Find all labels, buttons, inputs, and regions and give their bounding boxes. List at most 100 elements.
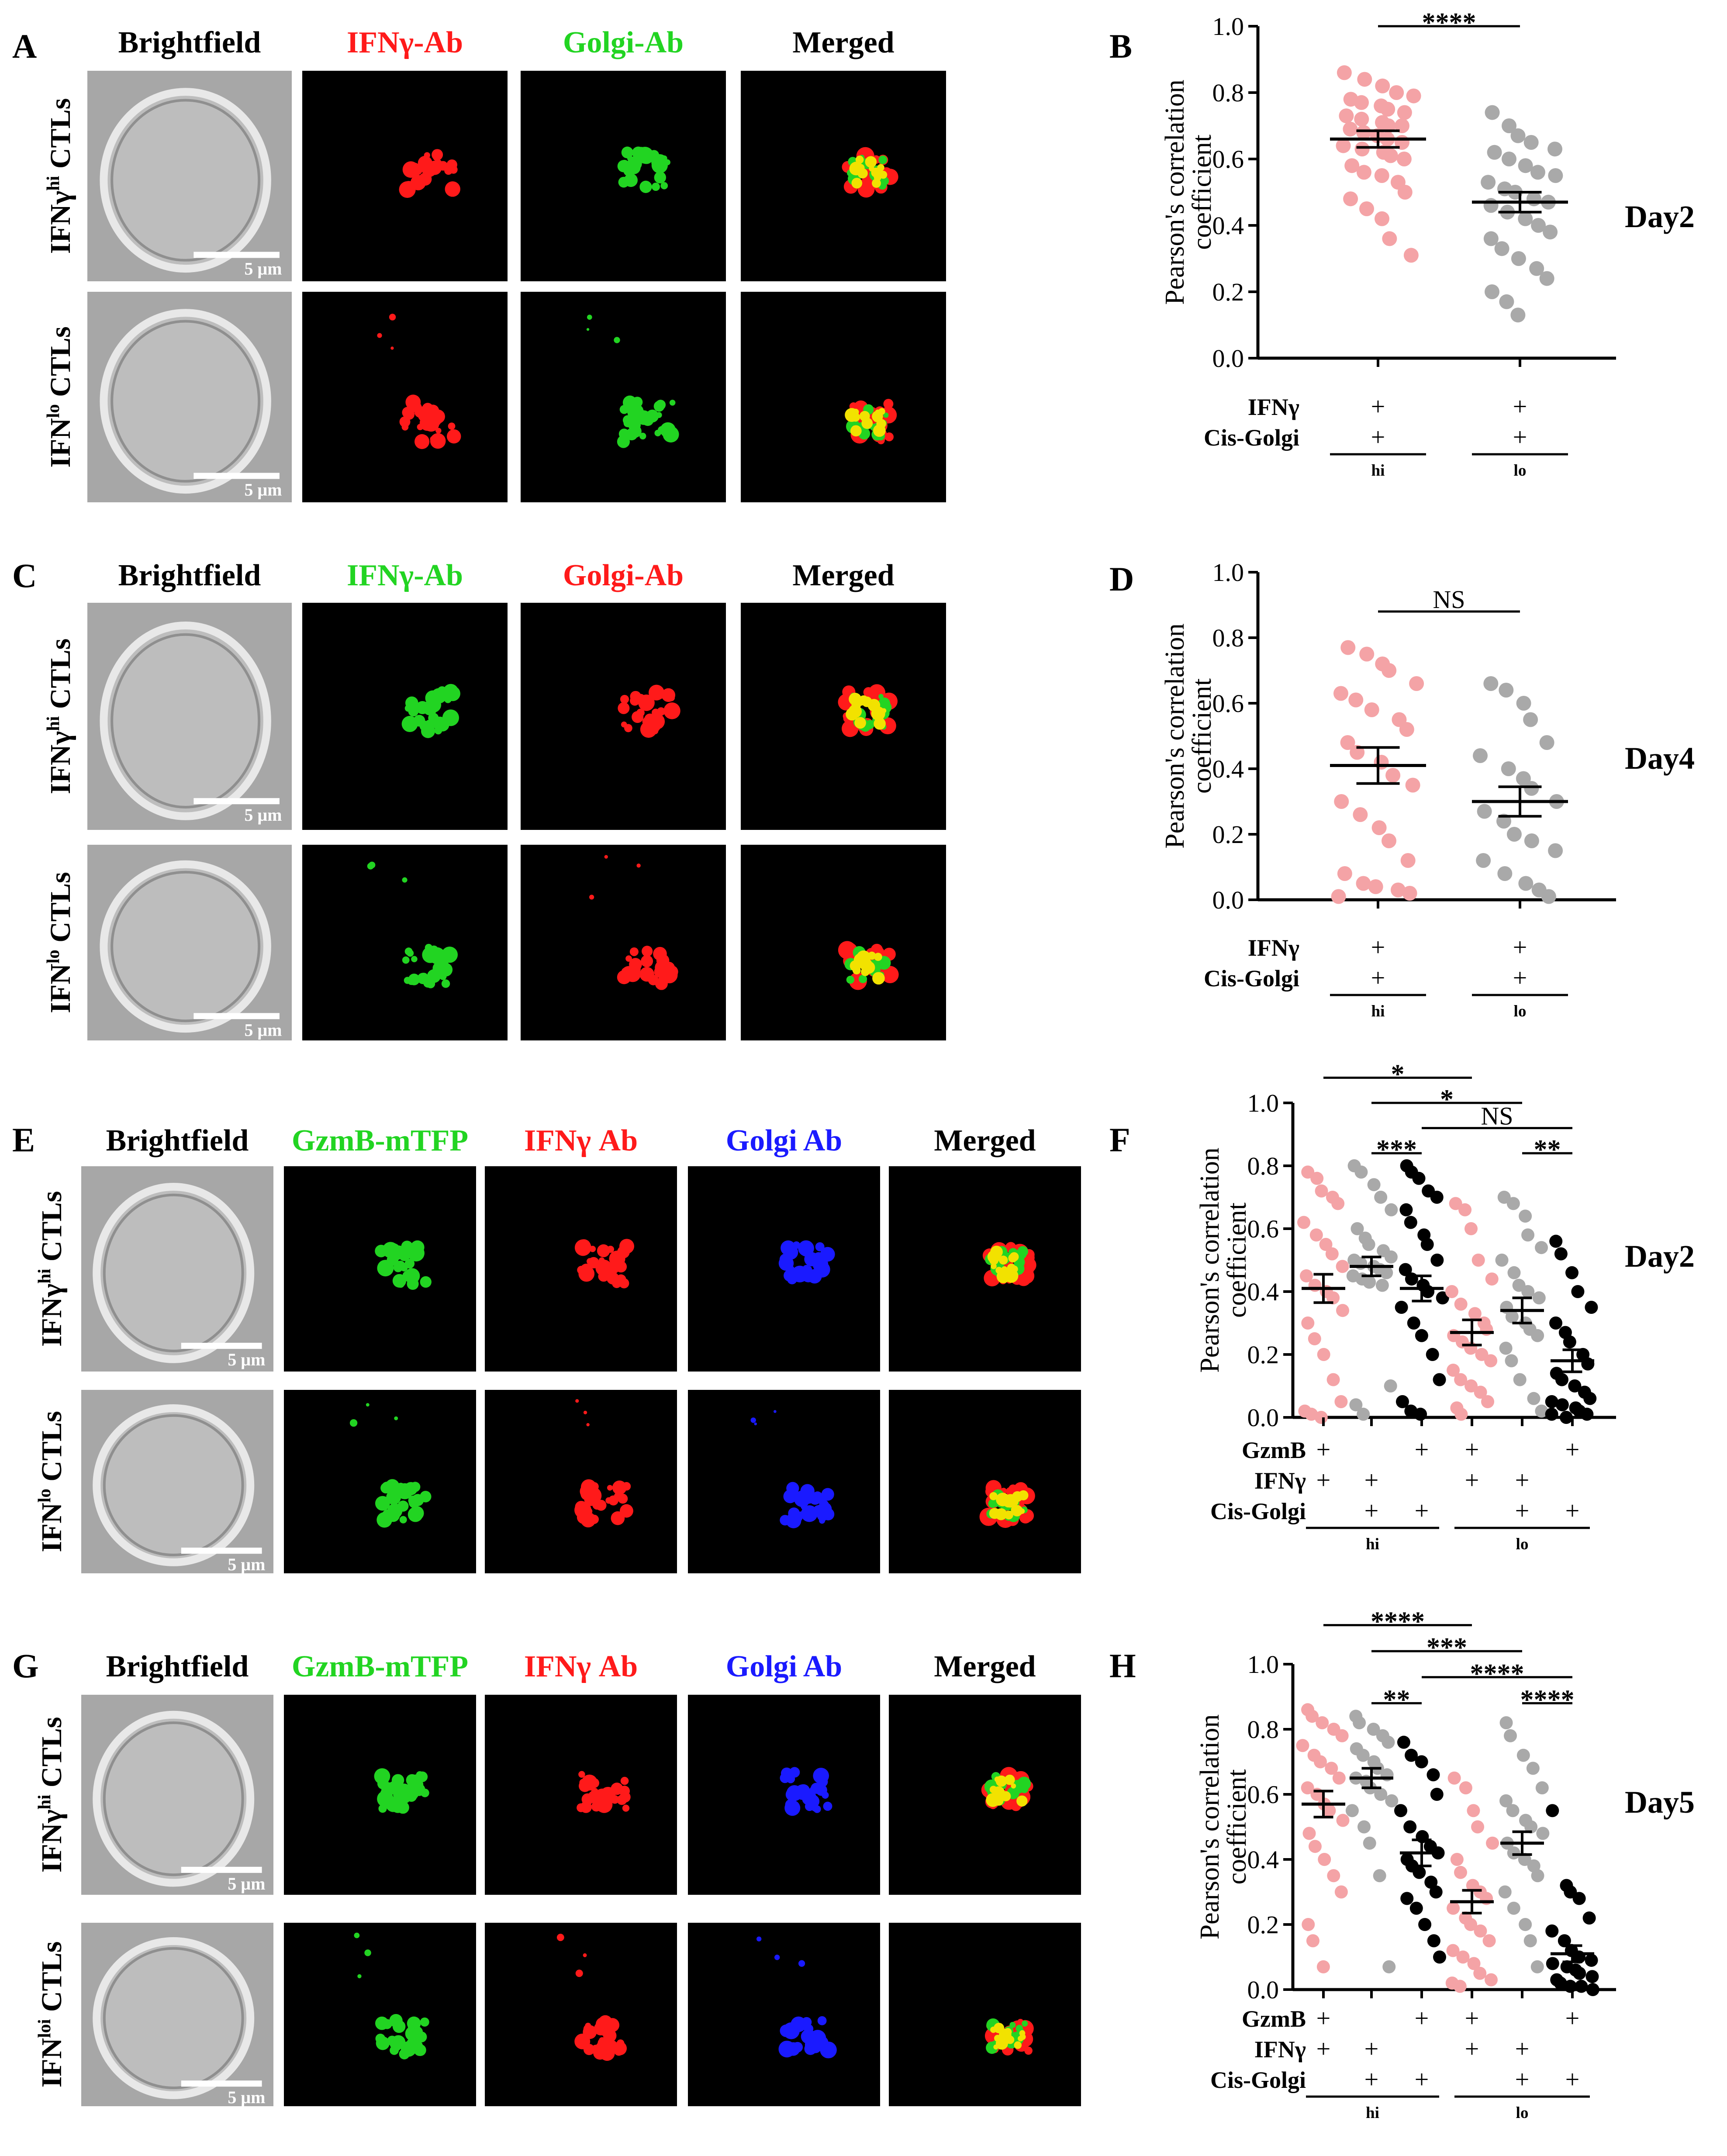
data-point [1506, 1804, 1520, 1817]
condition-mark: + [1316, 2035, 1331, 2063]
data-point [1507, 1266, 1521, 1279]
data-point [1535, 1404, 1548, 1418]
data-point [1546, 1804, 1559, 1817]
data-point [1555, 1398, 1569, 1412]
y-axis-label: Pearson's correlation [1195, 1714, 1225, 1940]
y-tick-label: 1.0 [1212, 558, 1244, 587]
significance-label: NS [1433, 585, 1465, 614]
data-point [1447, 1771, 1461, 1785]
series-1: ++ [1345, 1710, 1399, 2094]
data-point [1531, 218, 1546, 233]
y-tick-label: 0.4 [1212, 755, 1244, 783]
row-label: IFNloi CTLs [35, 1942, 68, 2088]
data-point [1487, 145, 1502, 160]
cell-membrane [103, 1721, 244, 1876]
data-point [1485, 284, 1500, 299]
condition-mark: + [1364, 1466, 1379, 1494]
data-point [1454, 1297, 1468, 1311]
condition-mark: + [1465, 2035, 1479, 2063]
data-point [1395, 1301, 1408, 1314]
data-point [1427, 1768, 1440, 1782]
group-label: hi [1366, 2104, 1379, 2122]
data-point [1429, 1885, 1443, 1899]
data-point [1405, 1272, 1418, 1286]
y-axis-label: Pearson's correlation [1195, 1147, 1225, 1373]
series-1: ++ [1472, 105, 1568, 451]
condition-label: Cis-Golgi [1204, 965, 1299, 992]
data-point [1382, 231, 1397, 246]
condition-mark: + [1364, 2065, 1379, 2094]
data-point [1549, 1316, 1563, 1330]
y-tick-label: 0.0 [1247, 1403, 1279, 1432]
data-point [1464, 1379, 1478, 1392]
data-point [1516, 696, 1531, 711]
data-point [1313, 1755, 1327, 1769]
data-point [1384, 1250, 1398, 1264]
cell-membrane [111, 633, 261, 809]
data-point [1309, 1228, 1323, 1242]
y-tick-label: 0.2 [1212, 278, 1244, 306]
data-point [1507, 1901, 1520, 1915]
day-label: Day2 [1625, 1239, 1695, 1274]
data-point [1364, 702, 1379, 717]
fluorescence-image [741, 292, 946, 502]
data-point [1571, 1285, 1585, 1298]
data-point [1395, 1395, 1409, 1408]
data-point [1582, 1911, 1596, 1925]
condition-label: Cis-Golgi [1210, 2067, 1306, 2093]
data-point [1336, 138, 1351, 153]
series-4: ++ [1495, 1191, 1548, 1525]
data-point [1484, 1973, 1498, 1987]
data-point [1548, 168, 1563, 183]
panel-letter: A [12, 27, 37, 65]
row-label: IFNγhi CTLs [43, 98, 76, 254]
data-point [1485, 105, 1500, 120]
significance-label: **** [1470, 1659, 1524, 1689]
fluorescence-image [889, 1390, 1081, 1573]
data-point [1302, 1918, 1315, 1931]
data-point [1483, 198, 1499, 213]
data-point [1368, 879, 1383, 894]
data-point [1485, 1272, 1499, 1286]
data-point [1583, 1392, 1597, 1405]
fluorescence-image [688, 1695, 880, 1895]
column-header: Merged [792, 26, 894, 59]
data-point [1545, 1407, 1558, 1421]
data-point [1301, 1781, 1314, 1795]
data-point [1296, 1739, 1309, 1752]
data-point [1367, 1723, 1380, 1736]
data-point [1499, 294, 1514, 309]
series-5: ++ [1545, 1234, 1598, 1525]
scale-bar [181, 1866, 262, 1873]
fluorescence-image [302, 71, 508, 281]
data-point [1359, 646, 1375, 662]
row-label: IFNγhi CTLs [35, 1717, 68, 1873]
data-point [1399, 1203, 1413, 1216]
data-point [1446, 1944, 1460, 1957]
data-point [1308, 1332, 1321, 1345]
condition-mark: + [1415, 2004, 1429, 2032]
panel-letter: F [1109, 1121, 1130, 1159]
condition-mark: + [1415, 1435, 1429, 1464]
data-point [1403, 248, 1419, 263]
condition-mark: + [1513, 933, 1527, 961]
data-point [1385, 1203, 1398, 1216]
group-label: lo [1516, 2104, 1529, 2122]
series-1: ++ [1346, 1159, 1398, 1525]
data-point [1568, 1379, 1582, 1392]
data-point [1353, 807, 1368, 822]
row-label: IFNlo CTLs [35, 1411, 68, 1552]
condition-label: GzmB [1242, 1437, 1306, 1463]
y-tick-label: 0.8 [1247, 1152, 1279, 1180]
data-point [1436, 1291, 1449, 1305]
data-point [1464, 1222, 1478, 1235]
data-point [1332, 1771, 1346, 1785]
data-point [1471, 1820, 1485, 1834]
condition-mark: + [1371, 933, 1385, 961]
data-point [1447, 1901, 1460, 1915]
data-point [1518, 876, 1534, 891]
data-point [1331, 1197, 1345, 1210]
data-point [1335, 1729, 1349, 1742]
data-point [1481, 175, 1496, 190]
series-2: ++ [1394, 1735, 1446, 2094]
